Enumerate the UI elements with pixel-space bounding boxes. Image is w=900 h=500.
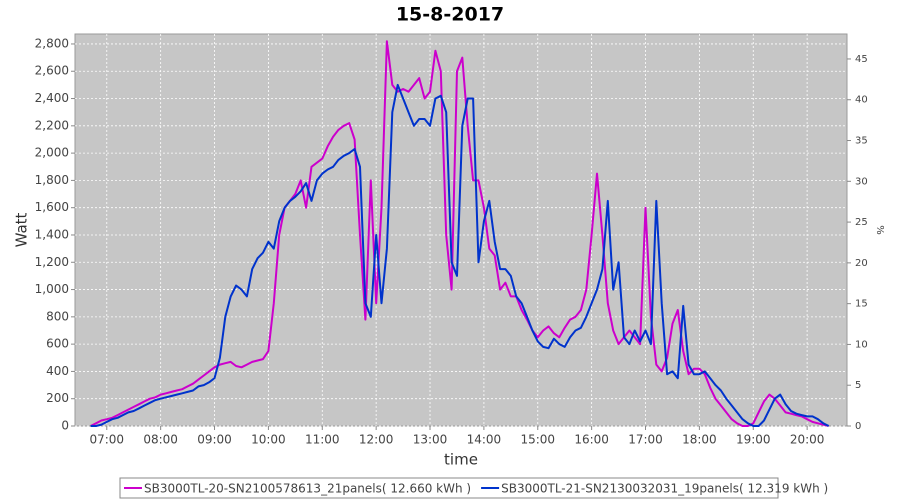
x-tick-label: 12:00 [359, 433, 394, 447]
y-tick-label: 1,600 [35, 200, 69, 214]
plot-area [74, 33, 848, 427]
y2-tick-label: 30 [855, 176, 868, 187]
y-tick-label: 1,400 [35, 227, 69, 241]
y-axis-label: Watt [13, 212, 31, 247]
x-tick-label: 11:00 [305, 433, 340, 447]
legend-label: SB3000TL-20-SN2100578613_21panels( 12.66… [144, 482, 471, 496]
y-tick-label: 0 [61, 419, 69, 433]
y2-tick-label: 25 [855, 217, 868, 228]
y-tick-label: 800 [46, 309, 69, 323]
y2-axis-label: % [874, 225, 885, 235]
y2-tick-label: 0 [855, 421, 861, 432]
y2-tick-label: 10 [855, 339, 868, 350]
x-tick-label: 16:00 [574, 433, 609, 447]
x-tick-label: 10:00 [251, 433, 286, 447]
y2-tick-label: 15 [855, 299, 868, 310]
y-tick-label: 2,600 [35, 64, 69, 78]
y2-tick-label: 40 [855, 95, 868, 106]
x-axis-label: time [444, 451, 478, 469]
y2-tick-label: 45 [855, 54, 868, 65]
x-tick-label: 07:00 [89, 433, 124, 447]
y2-tick-label: 20 [855, 258, 868, 269]
x-tick-label: 09:00 [197, 433, 232, 447]
y2-tick-label: 35 [855, 136, 868, 147]
y2-tick-label: 5 [855, 380, 861, 391]
x-tick-label: 15:00 [520, 433, 555, 447]
y-tick-label: 1,000 [35, 282, 69, 296]
x-tick-label: 14:00 [467, 433, 502, 447]
chart-title: 15-8-2017 [396, 4, 504, 26]
y-tick-label: 1,800 [35, 173, 69, 187]
y-tick-label: 2,800 [35, 36, 69, 50]
x-tick-label: 08:00 [143, 433, 178, 447]
legend [119, 477, 779, 499]
x-tick-label: 18:00 [682, 433, 717, 447]
y-tick-label: 2,000 [35, 146, 69, 160]
series-line [90, 83, 830, 427]
x-tick-label: 13:00 [413, 433, 448, 447]
y-tick-label: 2,400 [35, 91, 69, 105]
y-tick-label: 400 [46, 364, 69, 378]
x-tick-label: 19:00 [736, 433, 771, 447]
y-tick-label: 1,200 [35, 255, 69, 269]
y-tick-label: 200 [46, 391, 69, 405]
x-tick-label: 17:00 [628, 433, 663, 447]
y-tick-label: 600 [46, 337, 69, 351]
x-tick-label: 20:00 [790, 433, 825, 447]
y-tick-label: 2,200 [35, 118, 69, 132]
legend-label: SB3000TL-21-SN2130032031_19panels( 12.31… [501, 482, 828, 496]
series-line [90, 40, 829, 427]
